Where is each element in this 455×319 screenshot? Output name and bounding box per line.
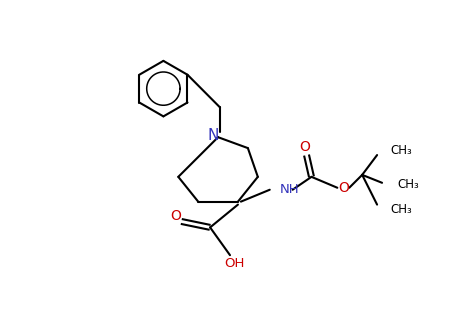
- Text: NH: NH: [279, 183, 298, 196]
- Text: N: N: [207, 128, 218, 143]
- Text: O: O: [298, 140, 309, 154]
- Text: CH₃: CH₃: [389, 203, 411, 216]
- Text: O: O: [337, 181, 348, 195]
- Text: OH: OH: [223, 256, 243, 270]
- Text: O: O: [170, 210, 180, 224]
- Text: CH₃: CH₃: [389, 144, 411, 157]
- Text: CH₃: CH₃: [396, 178, 418, 191]
